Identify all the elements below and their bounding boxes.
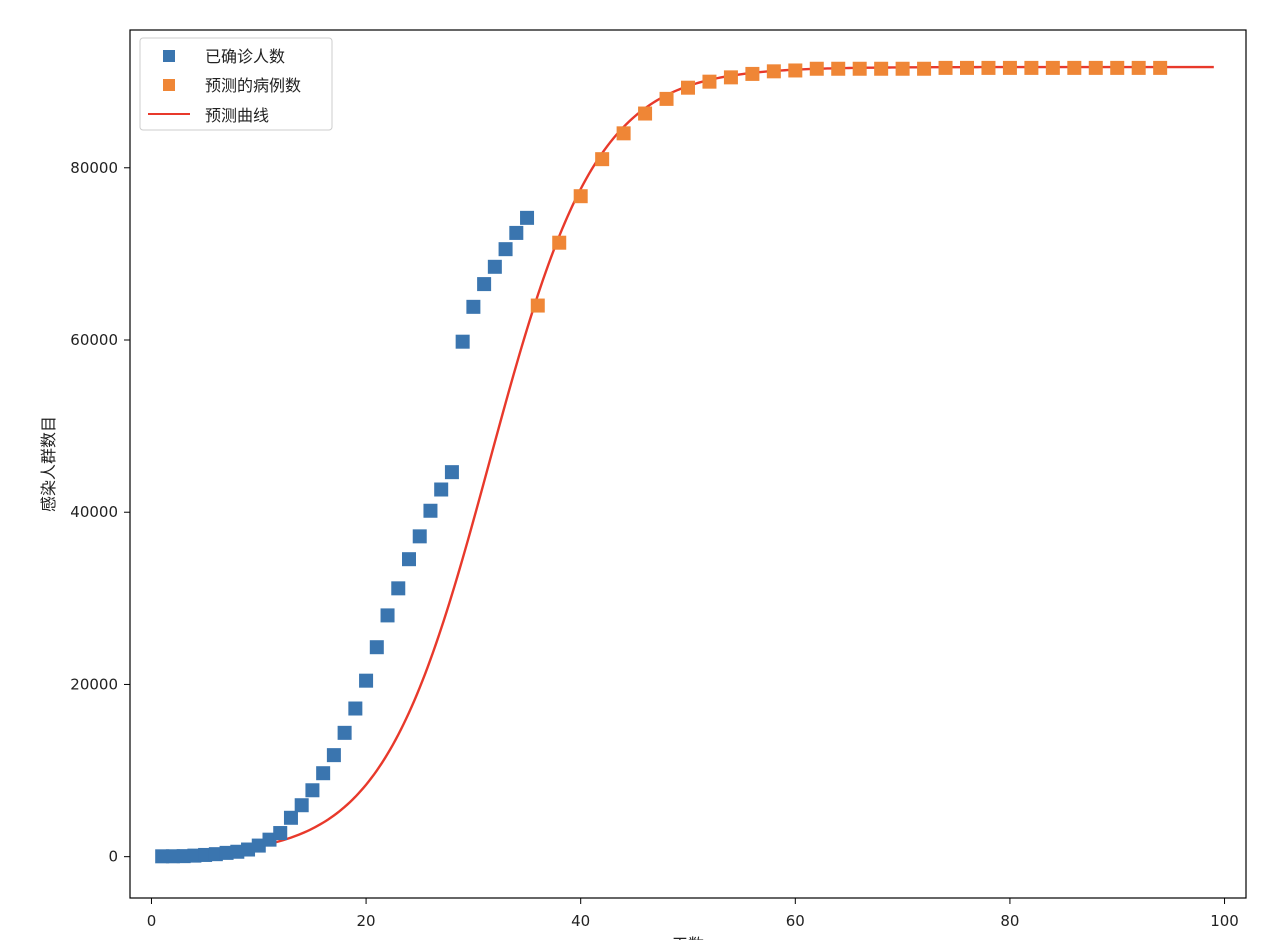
- confirmed-point: [434, 482, 449, 497]
- confirmed-point: [455, 334, 470, 349]
- predicted-point: [788, 63, 803, 78]
- points-layer: [155, 60, 1168, 864]
- x-tick-label: 0: [147, 912, 157, 930]
- confirmed-point: [187, 848, 202, 863]
- confirmed-point: [359, 673, 374, 688]
- confirmed-point: [251, 838, 266, 853]
- confirmed-point: [326, 748, 341, 763]
- x-tick-label: 40: [571, 912, 590, 930]
- confirmed-point: [262, 832, 277, 847]
- predicted-point: [659, 91, 674, 106]
- predicted-point: [874, 61, 889, 76]
- predicted-point: [702, 74, 717, 89]
- predicted-point: [638, 106, 653, 121]
- legend-label-confirmed: 已确诊人数: [205, 47, 285, 66]
- y-tick-label: 0: [108, 848, 118, 866]
- y-axis: 0 20000 40000 60000 80000: [70, 159, 130, 866]
- predicted-point: [938, 60, 953, 75]
- confirmed-point: [520, 210, 535, 225]
- predicted-point: [595, 152, 610, 167]
- predicted-point: [723, 70, 738, 85]
- confirmed-point: [283, 810, 298, 825]
- predicted-point: [852, 61, 867, 76]
- confirmed-point: [444, 465, 459, 480]
- predicted-point: [917, 61, 932, 76]
- confirmed-point: [316, 766, 331, 781]
- predicted-point: [1045, 60, 1060, 75]
- predicted-point: [552, 235, 567, 250]
- confirmed-point: [412, 529, 427, 544]
- confirmed-point: [176, 849, 191, 864]
- confirmed-point: [305, 783, 320, 798]
- predicted-point: [681, 80, 695, 95]
- y-tick-label: 80000: [70, 159, 118, 177]
- predicted-point: [573, 189, 588, 204]
- y-tick-label: 40000: [70, 503, 118, 521]
- predicted-point: [1067, 60, 1082, 75]
- legend-box: [139, 37, 333, 131]
- y-axis-label: 感染人群数目: [39, 416, 58, 512]
- predicted-point: [745, 66, 760, 81]
- predicted-point: [1153, 60, 1168, 75]
- predicted-point: [1002, 60, 1017, 75]
- legend-marker-confirmed: [163, 50, 175, 62]
- x-axis-label: 天数: [672, 935, 704, 940]
- predicted-point: [616, 126, 631, 141]
- legend-label-predicted-curve: 预测曲线: [205, 106, 269, 125]
- confirmed-point: [402, 552, 416, 567]
- legend: 已确诊人数 预测的病例数 预测曲线: [139, 37, 333, 131]
- predicted-point: [960, 60, 974, 75]
- predicted-point: [831, 61, 846, 76]
- predicted-point: [766, 64, 781, 79]
- confirmed-point: [273, 826, 288, 841]
- predicted-point: [1024, 60, 1039, 75]
- confirmed-point: [509, 225, 524, 240]
- predicted-point: [1110, 60, 1125, 75]
- confirmed-point: [198, 847, 213, 862]
- confirmed-point: [348, 701, 363, 716]
- confirmed-point: [219, 845, 234, 860]
- confirmed-point: [155, 849, 170, 864]
- y-tick-label: 60000: [70, 331, 118, 349]
- predicted-point: [809, 61, 824, 76]
- plot-frame: [129, 29, 1247, 899]
- confirmed-point: [241, 842, 256, 857]
- confirmed-point: [208, 847, 223, 862]
- confirmed-point: [230, 844, 245, 859]
- confirmed-point: [466, 299, 481, 314]
- confirmed-point: [380, 608, 395, 623]
- predicted-point: [1131, 60, 1146, 75]
- predicted-point: [895, 61, 910, 76]
- confirmed-point: [391, 581, 406, 596]
- confirmed-point: [165, 849, 180, 864]
- x-tick-label: 60: [786, 912, 805, 930]
- predicted-point: [530, 298, 545, 313]
- legend-label-predicted-points: 预测的病例数: [205, 76, 301, 95]
- confirmed-point: [423, 503, 438, 518]
- confirmed-point: [337, 725, 352, 740]
- x-axis: 0 20 40 60 80 100: [147, 898, 1239, 930]
- confirmed-point: [369, 640, 384, 655]
- confirmed-point: [498, 242, 513, 257]
- confirmed-point: [294, 798, 309, 813]
- legend-marker-predicted-points: [163, 79, 175, 91]
- confirmed-point: [477, 277, 492, 292]
- predicted-point: [1088, 60, 1103, 75]
- x-tick-label: 100: [1210, 912, 1239, 930]
- plot-background: [130, 30, 1246, 898]
- confirmed-point: [487, 259, 502, 274]
- predicted-point: [981, 60, 996, 75]
- y-tick-label: 20000: [70, 675, 118, 693]
- x-tick-label: 20: [357, 912, 376, 930]
- x-tick-label: 80: [1000, 912, 1019, 930]
